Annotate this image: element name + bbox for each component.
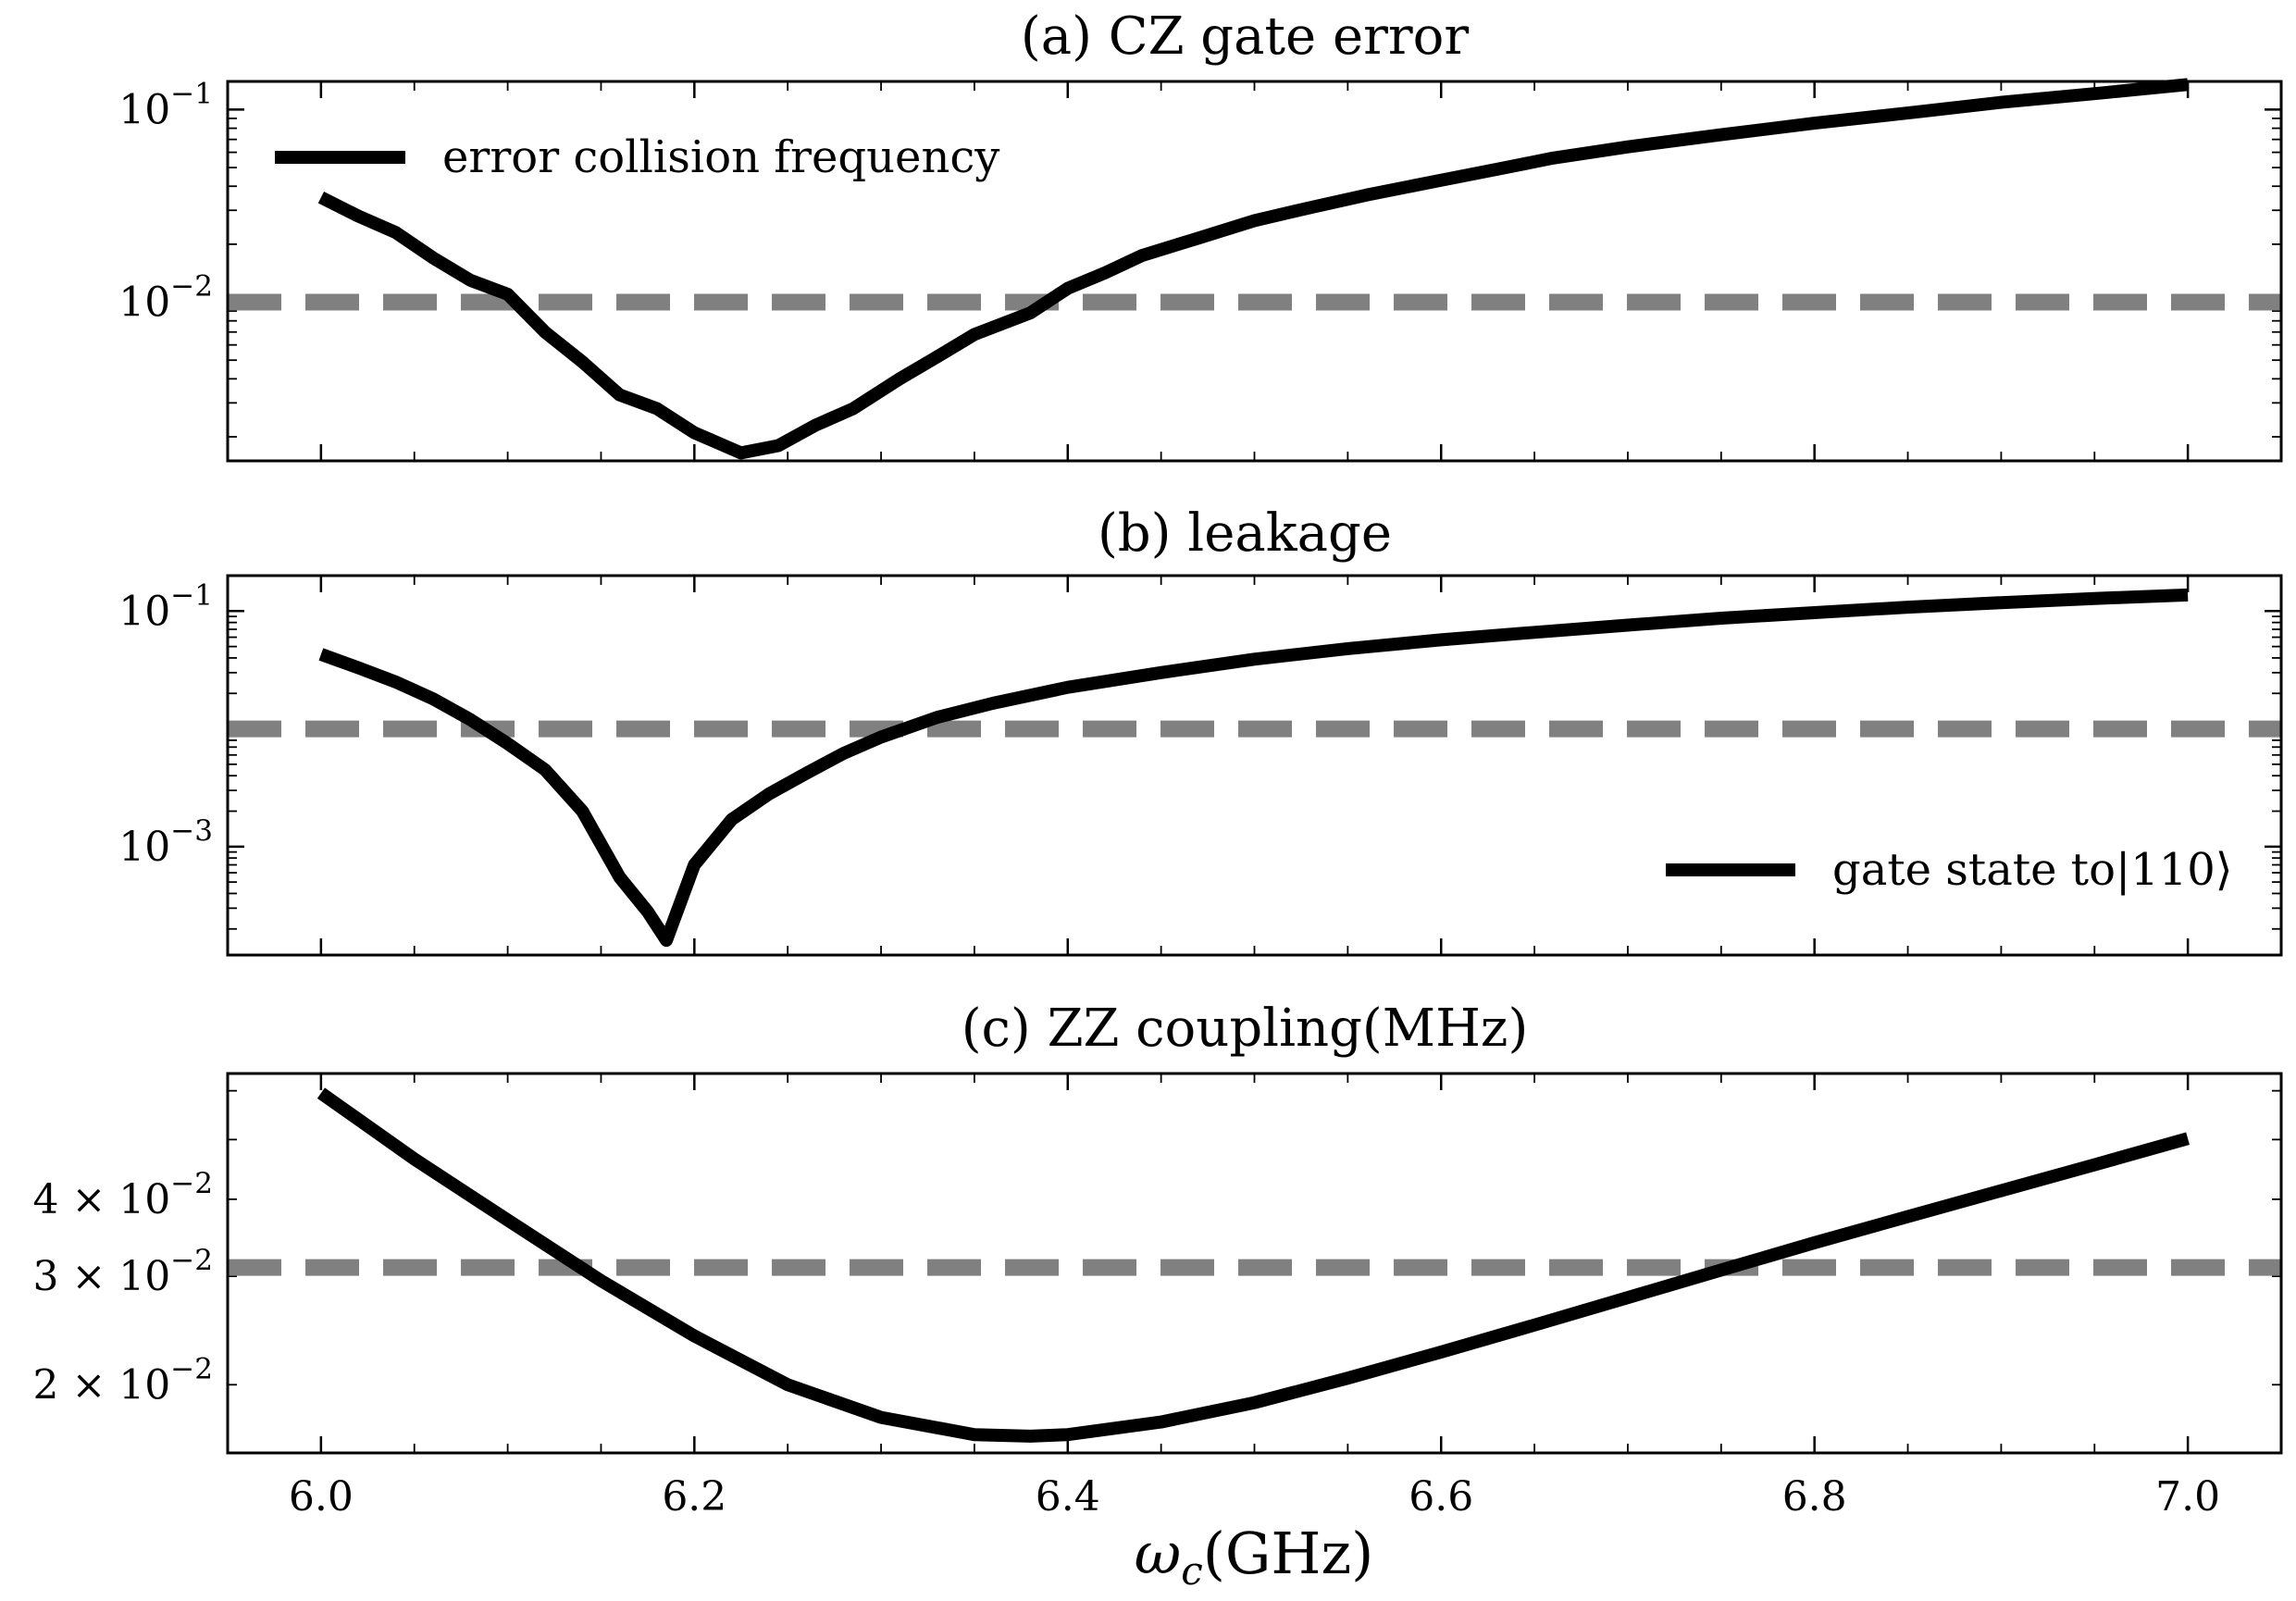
x-tick-label: 6.2 xyxy=(662,1473,726,1520)
y-tick-label: 3 × 10−2 xyxy=(32,1244,213,1300)
x-axis-subscript: c xyxy=(1181,1548,1203,1594)
panel-c-frame xyxy=(226,1072,2283,1455)
panel-b-series-layer xyxy=(318,588,2189,948)
panel-a-title: (a) CZ gate error xyxy=(1021,6,1470,67)
x-tick-label: 6.6 xyxy=(1409,1473,1473,1520)
series-line xyxy=(316,1087,2190,1443)
series-line xyxy=(318,588,2189,948)
series-line xyxy=(317,78,2189,460)
panel-a-legend: error collision frequency xyxy=(275,131,999,183)
panel-c-ticks: 4 × 10−2 3 × 10−2 2 × 10−2 6.0 6.2 6.4 6.6 6.8 7… xyxy=(32,1074,2282,1520)
legend-label: gate state to|110⟩ xyxy=(1832,844,2233,896)
panel-c-series-layer xyxy=(316,1087,2190,1443)
y-tick-label: 2 × 10−2 xyxy=(32,1352,213,1409)
x-axis-symbol: ω xyxy=(1135,1520,1182,1587)
y-tick-label: 10−2 xyxy=(118,270,213,327)
x-tick-label: 7.0 xyxy=(2155,1473,2220,1520)
y-tick-label: 10−1 xyxy=(118,578,213,635)
panel-a-series-layer xyxy=(317,78,2189,460)
panel-b: (b) leakage 10−1 10−3 gate state to|110⟩ xyxy=(118,503,2283,957)
panel-c: (c) ZZ coupling(MHz) 4 × 10−2 3 × 10−2 2 ×… xyxy=(32,999,2283,1520)
x-tick-label: 6.0 xyxy=(289,1473,354,1520)
x-tick-label: 6.4 xyxy=(1036,1473,1100,1520)
x-axis-unit: (GHz) xyxy=(1203,1520,1374,1587)
legend-label: error collision frequency xyxy=(442,131,999,183)
panel-a-ticks: 10−1 10−2 xyxy=(118,77,2282,461)
panel-a-frame xyxy=(226,80,2283,463)
panel-b-frame xyxy=(226,574,2283,957)
panel-b-ticks: 10−1 10−3 xyxy=(118,575,2282,955)
y-tick-label: 10−1 xyxy=(118,77,213,133)
panel-b-title: (b) leakage xyxy=(1098,503,1392,564)
panel-b-legend: gate state to|110⟩ xyxy=(1666,844,2233,896)
y-tick-label: 4 × 10−2 xyxy=(32,1167,213,1223)
panel-a: (a) CZ gate error 10−1 10−2 error collisi… xyxy=(118,6,2283,463)
x-tick-label: 6.8 xyxy=(1782,1473,1847,1520)
y-tick-label: 10−3 xyxy=(118,814,213,871)
panel-c-title: (c) ZZ coupling(MHz) xyxy=(962,999,1529,1059)
x-axis-label: ωc(GHz) xyxy=(1135,1520,1374,1594)
